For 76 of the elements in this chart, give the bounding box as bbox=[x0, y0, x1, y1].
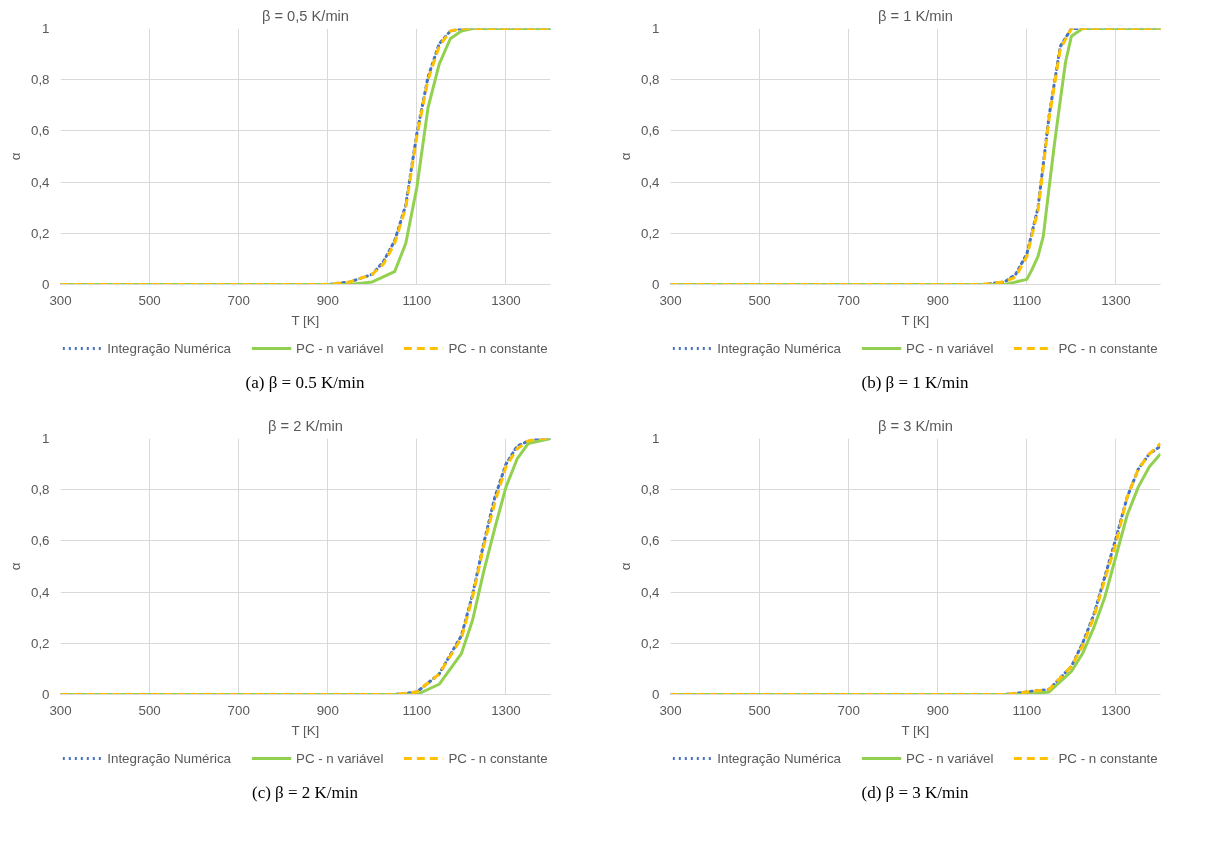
y-tick-label: 0,2 bbox=[30, 635, 50, 651]
x-tick-label: 700 bbox=[837, 292, 860, 308]
x-tick-label: 1300 bbox=[491, 702, 521, 718]
x-tick-label: 300 bbox=[49, 292, 72, 308]
x-tick-label: 500 bbox=[138, 292, 161, 308]
x-tick-label: 1100 bbox=[402, 702, 432, 718]
y-tick-label: 1 bbox=[42, 21, 50, 36]
y-tick-label: 0,6 bbox=[640, 533, 660, 549]
y-tick-label: 0 bbox=[42, 687, 50, 702]
text: (d) β = 3 K/min bbox=[861, 782, 969, 804]
x-tick-label: 300 bbox=[659, 292, 682, 308]
x-tick-label: 700 bbox=[227, 292, 250, 308]
y-axis-title: α bbox=[617, 152, 633, 161]
y-tick-label: 0,8 bbox=[30, 482, 50, 498]
chart-title: β = 0,5 K/min bbox=[261, 7, 350, 24]
chart-title: β = 1 K/min bbox=[878, 7, 953, 24]
legend-label: PC - n constante bbox=[1058, 340, 1158, 356]
x-tick-label: 900 bbox=[926, 292, 949, 308]
legend-label: PC - n constante bbox=[1058, 750, 1158, 766]
y-tick-label: 1 bbox=[42, 431, 50, 446]
y-tick-label: 0 bbox=[42, 277, 50, 292]
y-tick-label: 0,6 bbox=[30, 123, 50, 139]
x-tick-label: 1100 bbox=[1012, 702, 1042, 718]
y-axis-title: α bbox=[7, 152, 23, 161]
x-tick-label: 500 bbox=[748, 702, 771, 718]
y-tick-label: 0,8 bbox=[30, 72, 50, 88]
y-tick-label: 1 bbox=[652, 21, 660, 36]
chart-title: β = 3 K/min bbox=[878, 417, 953, 434]
x-tick-label: 300 bbox=[659, 702, 682, 718]
y-tick-label: 0,4 bbox=[640, 174, 661, 190]
x-axis-title: T [K] bbox=[291, 722, 320, 738]
y-tick-label: 0,4 bbox=[30, 584, 51, 600]
x-tick-label: 1300 bbox=[1101, 702, 1131, 718]
x-tick-label: 1300 bbox=[1101, 292, 1131, 308]
legend-label: Integração Numérica bbox=[107, 340, 232, 356]
y-tick-label: 0,8 bbox=[640, 482, 660, 498]
y-tick-label: 0 bbox=[652, 277, 660, 292]
y-tick-label: 0,2 bbox=[640, 635, 660, 651]
legend-label: PC - n variável bbox=[296, 340, 384, 356]
x-axis-title: T [K] bbox=[291, 312, 320, 328]
x-tick-label: 900 bbox=[926, 702, 949, 718]
x-tick-label: 1100 bbox=[1012, 292, 1042, 308]
text: (c) β = 2 K/min bbox=[251, 782, 359, 804]
x-axis-title: T [K] bbox=[901, 312, 930, 328]
legend-label: PC - n variável bbox=[296, 750, 384, 766]
legend-label: PC - n variável bbox=[906, 340, 994, 356]
y-tick-label: 0 bbox=[652, 687, 660, 702]
x-tick-label: 700 bbox=[227, 702, 250, 718]
y-tick-label: 0,6 bbox=[640, 123, 660, 139]
legend-label: PC - n variável bbox=[906, 750, 994, 766]
y-tick-label: 0,4 bbox=[640, 584, 661, 600]
y-tick-label: 0,8 bbox=[640, 72, 660, 88]
y-tick-label: 0,4 bbox=[30, 174, 51, 190]
x-tick-label: 300 bbox=[49, 702, 72, 718]
legend-label: PC - n constante bbox=[448, 750, 548, 766]
x-tick-label: 900 bbox=[316, 702, 339, 718]
x-tick-label: 700 bbox=[837, 702, 860, 718]
chart-title: β = 2 K/min bbox=[268, 417, 343, 434]
y-axis-title: α bbox=[7, 562, 23, 571]
x-tick-label: 1300 bbox=[491, 292, 521, 308]
x-tick-label: 500 bbox=[748, 292, 771, 308]
legend-label: Integração Numérica bbox=[717, 340, 842, 356]
legend-label: Integração Numérica bbox=[717, 750, 842, 766]
x-axis-title: T [K] bbox=[901, 722, 930, 738]
legend-label: PC - n constante bbox=[448, 340, 548, 356]
x-tick-label: 500 bbox=[138, 702, 161, 718]
legend-label: Integração Numérica bbox=[107, 750, 232, 766]
y-tick-label: 0,2 bbox=[30, 225, 50, 241]
y-tick-label: 1 bbox=[652, 431, 660, 446]
x-tick-label: 900 bbox=[316, 292, 339, 308]
y-tick-label: 0,2 bbox=[640, 225, 660, 241]
text: (a) β = 0.5 K/min bbox=[245, 372, 365, 394]
text: (b) β = 1 K/min bbox=[861, 372, 969, 394]
x-tick-label: 1100 bbox=[402, 292, 432, 308]
y-axis-title: α bbox=[617, 562, 633, 571]
y-tick-label: 0,6 bbox=[30, 533, 50, 549]
